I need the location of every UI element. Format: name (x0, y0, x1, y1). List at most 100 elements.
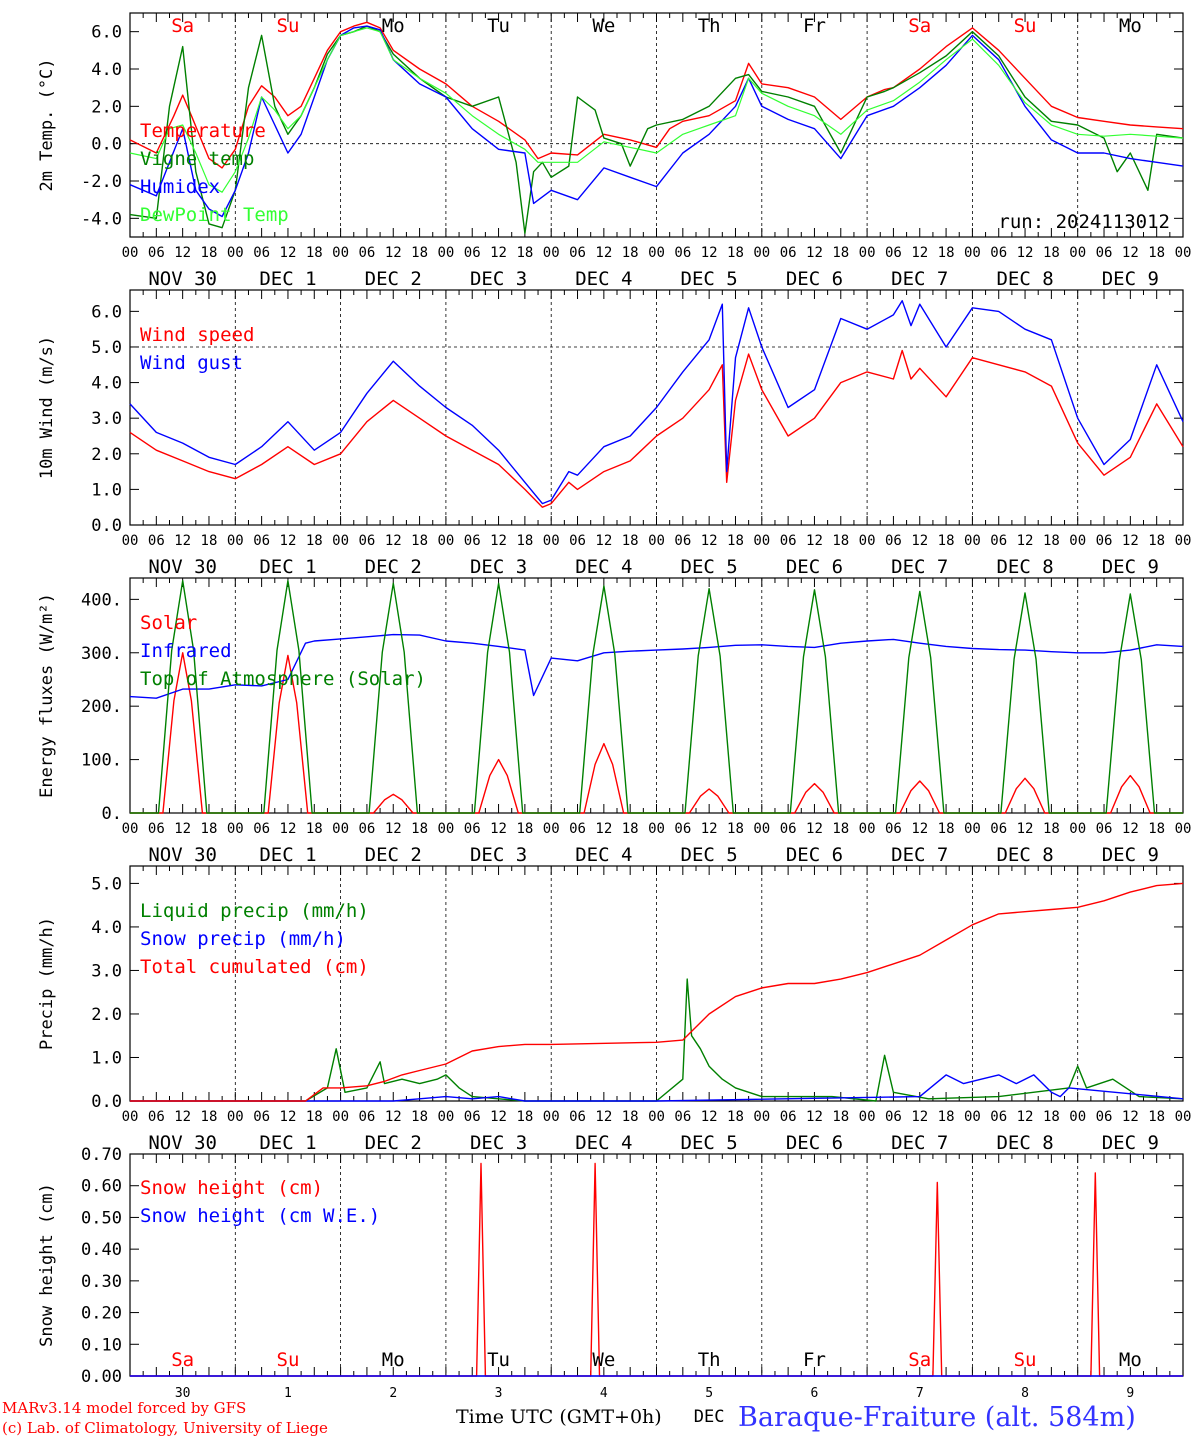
x-hour-label: 12 (385, 821, 402, 837)
x-hour-label: 00 (1069, 821, 1086, 837)
x-hour-label: 00 (859, 821, 876, 837)
weekday-label: Mo (382, 15, 405, 37)
model-credit-line-2: (c) Lab. of Climatology, University of L… (2, 1419, 328, 1437)
legend-entry: Humidex (140, 176, 220, 198)
x-date-label: DEC 5 (681, 1132, 738, 1154)
legend-entry: Wind speed (140, 324, 254, 346)
x-hour-label: 06 (253, 821, 270, 837)
series-line-dewpoint-temp (129, 27, 1184, 193)
weekday-label: Th (698, 15, 721, 37)
series-line-snow-precip-mm-h- (130, 1074, 1184, 1102)
x-hour-label: 12 (806, 1109, 823, 1125)
day-number-label: 4 (600, 1386, 608, 1401)
y-tick-label: 0.70 (81, 1145, 122, 1165)
x-hour-label: 00 (543, 533, 560, 549)
day-number-label: 7 (916, 1386, 924, 1401)
x-date-label: DEC 1 (259, 1132, 316, 1154)
x-date-label: DEC 1 (259, 268, 316, 290)
series-line-top-of-atmosphere-solar- (130, 580, 1183, 814)
x-date-label: DEC 2 (365, 1132, 422, 1154)
x-hour-label: 06 (358, 821, 375, 837)
series-line-liquid-precip-mm-h- (130, 978, 1184, 1102)
x-date-label: DEC 7 (891, 556, 948, 578)
x-hour-label: 00 (227, 245, 244, 261)
y-tick-label: 0.40 (81, 1240, 122, 1260)
legend-entry: Wind gust (140, 352, 243, 374)
x-hour-label: 06 (569, 1109, 586, 1125)
x-date-label: DEC 3 (470, 556, 527, 578)
y-tick-label: 300. (81, 644, 122, 664)
x-hour-label: 00 (332, 245, 349, 261)
x-hour-label: 18 (516, 821, 533, 837)
series-line-total-cumulated-cm- (130, 882, 1184, 1102)
x-hour-label: 06 (990, 533, 1007, 549)
x-hour-label: 18 (1148, 245, 1165, 261)
x-hour-label: 06 (780, 1109, 797, 1125)
x-hour-label: 18 (201, 533, 218, 549)
model-credit-line-1: MARv3.14 model forced by GFS (2, 1399, 247, 1417)
x-hour-label: 00 (122, 245, 139, 261)
x-hour-label: 12 (911, 245, 928, 261)
x-hour-label: 12 (595, 1109, 612, 1125)
legend-entry: Solar (140, 612, 197, 634)
weekday-label: Mo (382, 1349, 405, 1371)
x-date-label: DEC 5 (681, 844, 738, 866)
x-hour-label: 18 (516, 533, 533, 549)
day-number-label: 1 (284, 1386, 292, 1401)
y-tick-label: 2.0 (91, 1005, 122, 1025)
x-hour-label: 00 (437, 1109, 454, 1125)
x-hour-label: 00 (543, 245, 560, 261)
y-axis-label: 2m Temp. (°C) (37, 58, 57, 191)
x-date-label: DEC 2 (365, 556, 422, 578)
series-line-wind-gust (129, 300, 1184, 505)
x-hour-label: 06 (780, 533, 797, 549)
month-label: DEC (694, 1407, 725, 1427)
x-date-label: DEC 3 (470, 1132, 527, 1154)
x-hour-label: 06 (569, 533, 586, 549)
x-axis-label: Time UTC (GMT+0h) (456, 1406, 662, 1428)
x-hour-label: 12 (1122, 821, 1139, 837)
x-date-label: DEC 2 (365, 268, 422, 290)
weekday-label: Mo (1119, 1349, 1142, 1371)
weekday-label: Tu (487, 15, 510, 37)
x-hour-label: 00 (1069, 245, 1086, 261)
day-number-label: 5 (705, 1386, 713, 1401)
y-tick-label: 0.20 (81, 1304, 122, 1324)
x-date-label: NOV 30 (148, 1132, 217, 1154)
x-date-label: DEC 6 (786, 556, 843, 578)
x-hour-label: 00 (332, 533, 349, 549)
weekday-label: Su (277, 1349, 300, 1371)
x-hour-label: 06 (148, 1109, 165, 1125)
x-hour-label: 12 (806, 533, 823, 549)
x-hour-label: 18 (306, 245, 323, 261)
x-hour-label: 18 (938, 1109, 955, 1125)
x-hour-label: 06 (674, 533, 691, 549)
x-hour-label: 00 (859, 1109, 876, 1125)
x-hour-label: 18 (938, 533, 955, 549)
x-hour-label: 18 (622, 245, 639, 261)
x-date-label: NOV 30 (148, 844, 217, 866)
x-hour-label: 18 (832, 533, 849, 549)
weekday-label: Tu (487, 1349, 510, 1371)
series-line-wind-speed (129, 349, 1184, 508)
x-hour-label: 00 (648, 1109, 665, 1125)
x-hour-label: 06 (674, 821, 691, 837)
x-hour-label: 18 (1148, 1109, 1165, 1125)
x-hour-label: 12 (174, 533, 191, 549)
x-hour-label: 12 (280, 821, 297, 837)
legend-entry: Total cumulated (cm) (140, 956, 369, 978)
x-hour-label: 00 (332, 1109, 349, 1125)
x-hour-label: 06 (780, 245, 797, 261)
y-axis-label: Snow height (cm) (37, 1183, 57, 1347)
y-tick-label: 4.0 (91, 918, 122, 938)
x-hour-label: 06 (358, 1109, 375, 1125)
site-label: Baraque-Fraiture (alt. 584m) (738, 1402, 1136, 1433)
weekday-label: Sa (171, 1349, 194, 1371)
x-date-label: DEC 8 (996, 268, 1053, 290)
y-tick-label: 3.0 (91, 409, 122, 429)
x-hour-label: 00 (332, 821, 349, 837)
y-tick-label: 3.0 (91, 961, 122, 981)
run-label: run: 2024113012 (998, 211, 1170, 233)
x-hour-label: 06 (885, 1109, 902, 1125)
y-tick-label: 6.0 (91, 302, 122, 322)
